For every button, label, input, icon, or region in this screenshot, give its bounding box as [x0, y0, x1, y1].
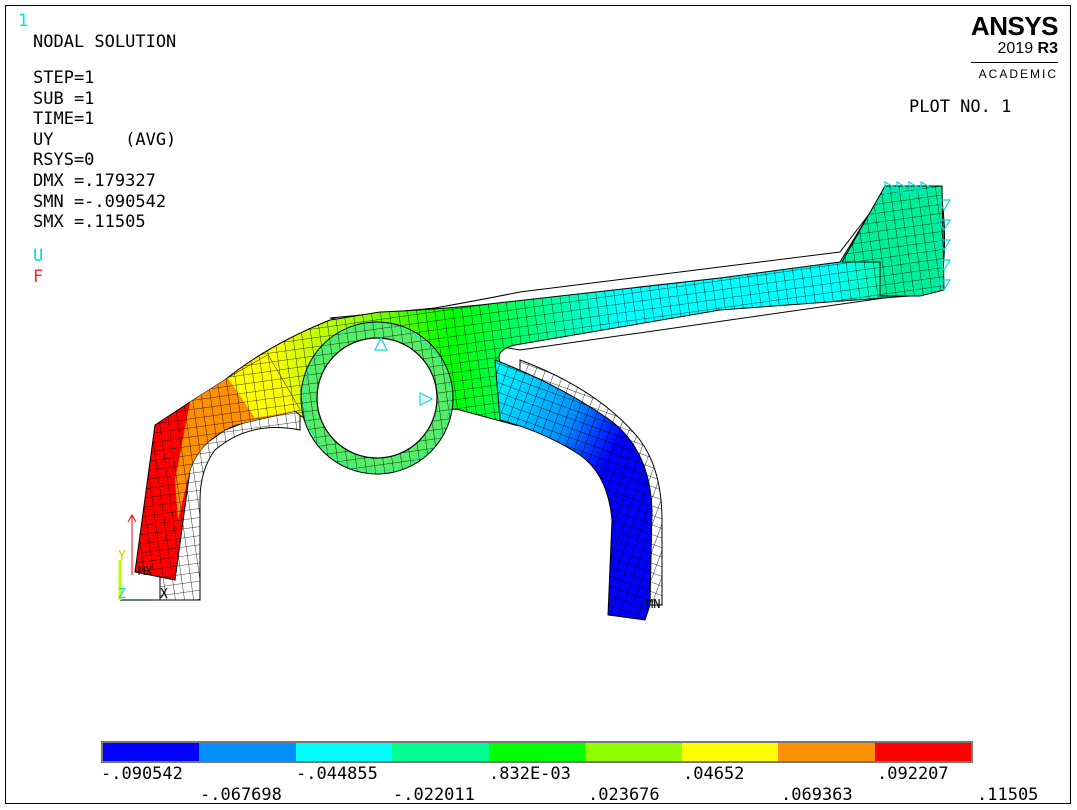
info-time: TIME=1	[33, 109, 95, 130]
info-result-item: UY (AVG)	[33, 129, 177, 150]
info-substep: SUB =1	[33, 88, 95, 109]
logo-version: 2019 R3	[970, 40, 1058, 63]
contour-tick-top-4: .04652	[683, 764, 745, 784]
legend-force-symbol: F	[33, 267, 44, 287]
triad-y-label: Y	[118, 549, 126, 564]
contour-tick-top-5: .092207	[877, 764, 949, 784]
result-info-block: STEP=1 SUB =1 TIME=1 UY (AVG) RSYS=0 DMX…	[33, 68, 176, 233]
contour-band-1	[103, 743, 200, 761]
contour-band-2	[199, 743, 296, 761]
plot-title: NODAL SOLUTION	[33, 32, 177, 52]
logo-release: R3	[1037, 40, 1058, 57]
triad-x-label: X	[160, 587, 168, 602]
contour-band-3	[295, 743, 393, 761]
contour-legend-bar	[101, 741, 973, 763]
contour-band-8	[778, 743, 875, 761]
min-marker: MN	[646, 597, 660, 611]
info-step: STEP=1	[33, 68, 95, 88]
triad-z-label: Z	[118, 587, 126, 602]
contour-tick-max: .11505	[977, 785, 1039, 805]
plot-number-value: 1	[1001, 97, 1012, 117]
contour-band-9	[874, 743, 971, 761]
logo-edition: ACADEMIC	[978, 67, 1058, 81]
plot-number-label: PLOT NO.	[909, 97, 991, 117]
contour-band-6	[585, 743, 682, 761]
contour-tick-bottom-3: .023676	[588, 785, 660, 805]
contour-band-7	[681, 743, 779, 761]
ansys-logo: ANSYS 2019 R3 ACADEMIC	[970, 11, 1059, 81]
legend-displacement-symbol: U	[33, 246, 44, 266]
info-rsys: RSYS=0	[33, 150, 95, 171]
contour-band-4	[392, 743, 489, 761]
contour-tick-bottom-4: .069363	[781, 785, 853, 805]
info-smx: SMX =.11505	[33, 212, 146, 233]
contour-tick-min: -.090542	[101, 764, 183, 784]
info-dmx: DMX =.179327	[33, 170, 156, 191]
logo-year: 2019	[997, 40, 1034, 57]
coordinate-triad	[118, 513, 160, 601]
max-marker: MX	[138, 564, 153, 578]
contour-tick-top-3: .832E-03	[489, 764, 571, 784]
window-number: 1	[18, 11, 29, 31]
plot-number: PLOT NO. 1	[909, 97, 1011, 117]
info-smn: SMN =-.090542	[33, 191, 167, 212]
deformed-shape	[134, 185, 946, 621]
contour-tick-bottom-1: -.067698	[200, 785, 282, 805]
contour-band-5	[488, 743, 586, 761]
contour-tick-top-2: -.044855	[296, 764, 378, 784]
logo-brand: ANSYS	[970, 11, 1059, 41]
contour-tick-bottom-2: -.022011	[393, 785, 475, 805]
